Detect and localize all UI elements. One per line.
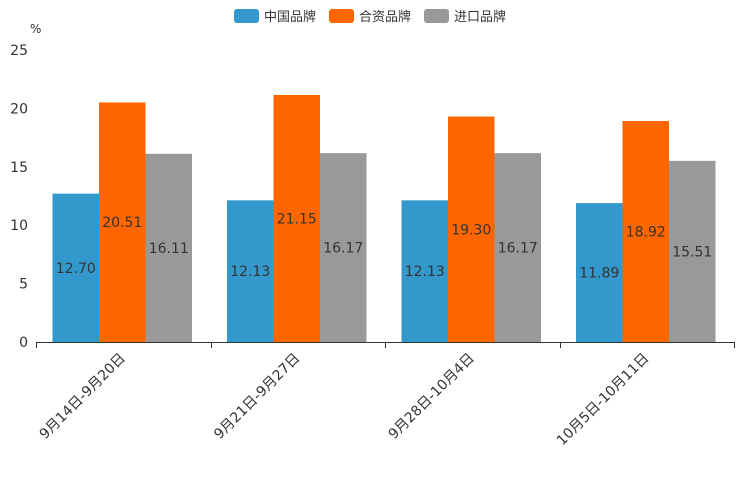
bars [52,94,716,343]
y-tick-label: 0 [19,335,28,351]
bar [145,153,192,342]
legend-swatch [424,9,449,23]
bar [52,193,99,342]
bar-value-label: 18.92 [626,225,666,241]
bar-value-label: 12.70 [56,261,96,277]
y-tick-label: 15 [10,160,28,176]
bar-value-label: 12.13 [405,264,445,280]
bar [622,121,669,342]
bar-value-label: 16.17 [498,241,538,257]
bar [401,200,448,342]
x-axis-labels: 9月14日-9月20日 9月21日-9月27日 9月28日-10月4日 10月5日-1… [37,350,653,449]
x-category-label: 9月28日-10月4日 [386,350,478,442]
bar-value-label: 19.30 [451,222,491,238]
bar-value-label: 20.51 [102,215,142,231]
legend-label: 合资品牌 [359,9,411,25]
x-axis-ticks [36,342,735,348]
bar [669,160,716,342]
legend-swatch [329,9,354,23]
bar-value-label: 15.51 [672,244,712,260]
value-labels: 12.70 20.51 16.11 12.13 21.15 16.17 12.13 19.30… [56,211,713,281]
x-category-label: 9月21日-9月27日 [211,350,303,442]
bar [99,102,146,342]
y-tick-label: 5 [19,277,28,293]
y-tick-label: 20 [10,101,28,117]
bar-value-label: 21.15 [277,211,317,227]
x-category-label: 10月5日-10月11日 [554,350,653,449]
legend-swatch [234,9,259,23]
legend: 中国品牌 合资品牌 进口品牌 [234,9,506,25]
bar [448,116,495,343]
legend-label: 中国品牌 [264,9,316,25]
bar [227,200,274,342]
y-tick-label: 25 [10,43,28,59]
y-axis-unit: % [30,22,41,36]
bar-value-label: 16.11 [149,241,189,257]
bar [494,153,541,342]
x-category-label: 9月14日-9月20日 [37,350,129,442]
legend-label: 进口品牌 [454,9,506,25]
y-tick-label: 10 [10,218,28,234]
bar [576,203,623,342]
bar-value-label: 11.89 [579,266,619,282]
bar-value-label: 16.17 [323,241,363,257]
bar [320,153,367,342]
y-axis-ticks: 0 5 10 15 20 25 [10,43,28,351]
bar [273,94,320,342]
bar-value-label: 12.13 [230,264,270,280]
